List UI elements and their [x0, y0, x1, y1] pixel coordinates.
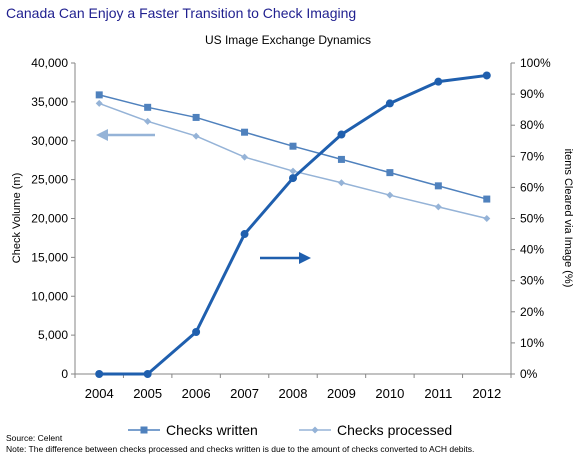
data-point [482, 71, 491, 80]
y2-tick-label: 10% [520, 336, 544, 350]
tick-labels: 0 5,000 10,000 15,000 20,000 25,000 30,000 35,0… [31, 56, 551, 401]
series-layer [95, 71, 491, 378]
legend-marker [140, 426, 148, 434]
source-text: Source: Celent [6, 433, 63, 443]
page-title: Canada Can Enjoy a Faster Transition to … [6, 5, 357, 21]
legend-label: Checks processed [337, 422, 452, 438]
data-point [241, 153, 249, 161]
y-tick-label: 15,000 [31, 250, 68, 264]
legend-label: Checks written [166, 422, 258, 438]
left-arrow-head [96, 129, 108, 141]
data-point [144, 103, 152, 111]
right-arrow-head [299, 252, 311, 264]
y-tick-label: 20,000 [31, 212, 68, 226]
y-tick-label: 10,000 [31, 289, 68, 303]
data-point [386, 169, 394, 177]
data-point [95, 99, 103, 107]
data-point [289, 142, 297, 150]
x-tick-label: 2012 [472, 386, 501, 401]
series-0 [95, 91, 491, 203]
data-point [192, 113, 200, 121]
y-tick-label: 30,000 [31, 134, 68, 148]
data-point [483, 195, 491, 203]
series-line [98, 102, 487, 220]
data-point [337, 130, 346, 139]
legend-item: Checks written [128, 422, 258, 438]
y-tick-label: 25,000 [31, 173, 68, 187]
y2-tick-label: 100% [520, 56, 551, 70]
x-tick-label: 2010 [375, 386, 404, 401]
y-axis-label: Check Volume (m) [11, 173, 23, 263]
data-point [95, 370, 104, 378]
y2-tick-label: 80% [520, 118, 544, 132]
y-tick-label: 40,000 [31, 56, 68, 70]
x-tick-label: 2008 [279, 386, 308, 401]
y2-tick-label: 70% [520, 149, 544, 163]
legend-marker [311, 426, 319, 434]
legend: Checks written Checks processed [128, 422, 452, 438]
series-2 [95, 71, 491, 378]
y2-tick-label: 40% [520, 243, 544, 257]
data-point [241, 128, 249, 136]
data-point [143, 370, 152, 378]
y2-tick-label: 30% [520, 274, 544, 288]
y-tick-label: 5,000 [38, 328, 68, 342]
y2-tick-label: 60% [520, 180, 544, 194]
data-point [386, 191, 394, 199]
data-point [95, 91, 103, 99]
data-point [434, 182, 442, 190]
y-tick-label: 0 [61, 367, 68, 381]
x-tick-label: 2006 [182, 386, 211, 401]
data-point [289, 167, 297, 175]
data-point [337, 155, 345, 163]
annotation-arrows [96, 129, 311, 264]
data-point [192, 132, 200, 140]
chart-title: US Image Exchange Dynamics [205, 33, 371, 47]
axes [71, 62, 515, 378]
y2-axis-label: items Cleared via Image (%) [562, 149, 574, 288]
data-point [144, 117, 152, 125]
y2-tick-label: 90% [520, 87, 544, 101]
x-tick-label: 2005 [133, 386, 162, 401]
data-point [337, 179, 345, 187]
data-point [385, 99, 394, 108]
x-tick-label: 2007 [230, 386, 259, 401]
note-text: Note: The difference between checks proc… [6, 444, 475, 454]
series-line [99, 73, 487, 376]
series-1 [95, 99, 491, 222]
data-point [483, 215, 491, 222]
data-point [240, 230, 249, 239]
x-tick-label: 2009 [327, 386, 356, 401]
data-point [434, 77, 443, 86]
x-tick-label: 2011 [424, 386, 452, 401]
data-point [192, 328, 201, 337]
y2-tick-label: 0% [520, 367, 538, 381]
data-point [434, 203, 442, 211]
footnotes: Source: Celent Note: The difference betw… [6, 433, 474, 455]
y2-tick-label: 20% [520, 305, 544, 319]
data-point [289, 174, 297, 183]
legend-item: Checks processed [299, 422, 452, 438]
y-tick-label: 35,000 [31, 95, 68, 109]
y2-tick-label: 50% [520, 212, 544, 226]
x-tick-label: 2004 [85, 386, 114, 401]
